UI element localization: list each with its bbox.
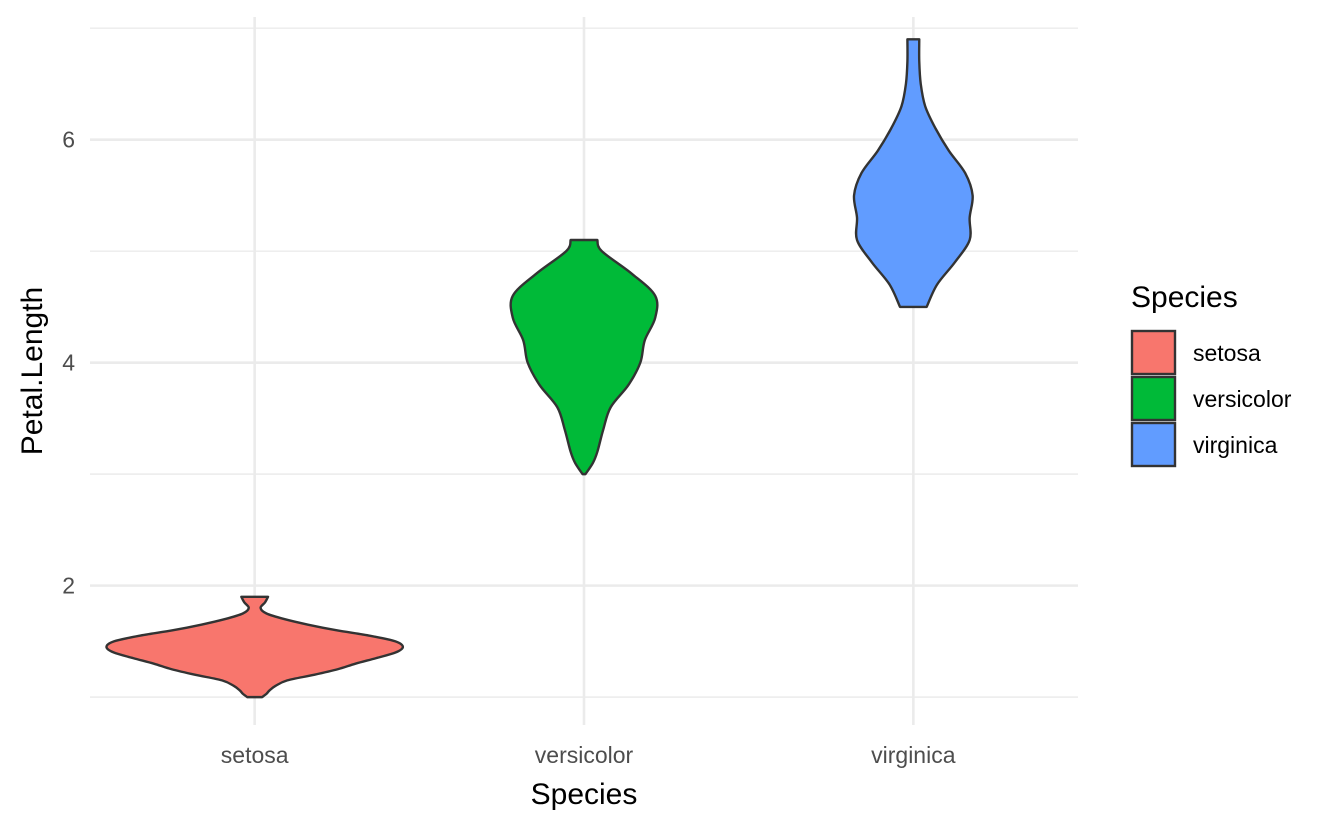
y-axis-title: Petal.Length — [16, 287, 49, 455]
x-axis-title: Species — [531, 778, 638, 811]
violin-setosa — [105, 595, 405, 699]
y-tick-label: 4 — [62, 350, 75, 376]
legend: Species setosa versicolor virginica — [1130, 281, 1292, 468]
x-tick-label-versicolor: versicolor — [535, 742, 634, 768]
y-tick-label: 2 — [62, 573, 75, 599]
violin-layer — [105, 38, 974, 699]
legend-key-setosa — [1130, 329, 1177, 376]
violin-virginica — [852, 38, 974, 309]
legend-key-versicolor — [1130, 375, 1177, 422]
y-tick-label: 6 — [62, 127, 75, 153]
legend-label-virginica: virginica — [1193, 432, 1278, 458]
violin-versicolor — [509, 238, 659, 476]
legend-title: Species — [1131, 281, 1238, 314]
x-tick-label-virginica: virginica — [871, 742, 956, 768]
legend-label-versicolor: versicolor — [1193, 386, 1292, 412]
legend-items: setosa versicolor virginica — [1130, 329, 1292, 468]
legend-key-virginica — [1130, 421, 1177, 468]
legend-label-setosa: setosa — [1193, 340, 1261, 366]
tick-label-layer: 2 4 6 setosa versicolor virginica — [62, 127, 956, 768]
x-tick-label-setosa: setosa — [221, 742, 289, 768]
